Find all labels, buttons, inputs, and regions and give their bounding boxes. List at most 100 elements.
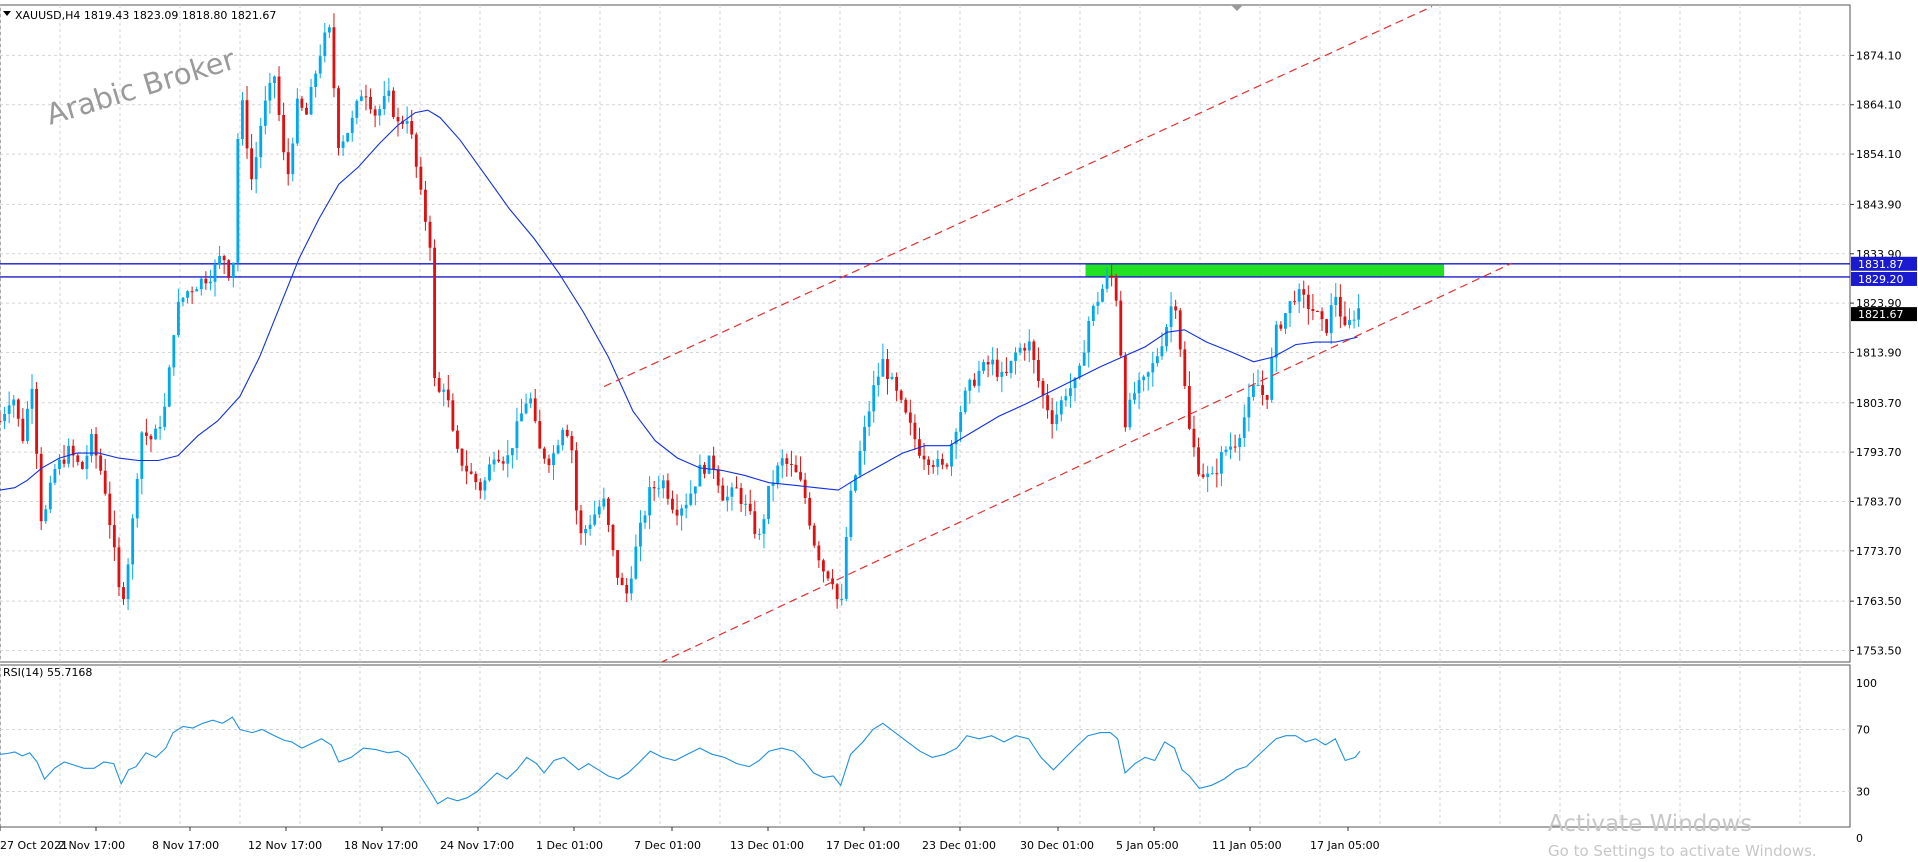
- candle-bear: [533, 398, 537, 422]
- candle-bear: [1311, 308, 1315, 311]
- candle-bull: [1288, 301, 1292, 314]
- candle-bear: [1343, 316, 1347, 326]
- time-tick-label: 8 Nov 17:00: [152, 839, 219, 852]
- candle-bull: [90, 434, 93, 456]
- candle-bull: [350, 117, 354, 134]
- candle-bear: [606, 498, 610, 525]
- candle-bear: [625, 584, 629, 594]
- candle-bull: [872, 385, 876, 412]
- candle-bear: [812, 525, 816, 546]
- chart-shift-marker[interactable]: [1231, 5, 1243, 11]
- candle-bull: [273, 76, 276, 83]
- main-grid: [0, 5, 1850, 662]
- time-tick-label: 11 Jan 05:00: [1212, 839, 1282, 852]
- candle-bear: [831, 578, 834, 585]
- candle-bear: [822, 560, 825, 572]
- candle-bear: [428, 221, 432, 248]
- candle-bear: [895, 376, 899, 391]
- candle-bear: [1023, 347, 1027, 351]
- candle-bear: [1123, 355, 1127, 428]
- candle-bear: [465, 465, 469, 472]
- candle-bear: [817, 545, 821, 561]
- candle-bear: [1110, 275, 1114, 278]
- candle-bull: [341, 141, 345, 148]
- symbol-dropdown-icon[interactable]: [3, 11, 11, 16]
- time-tick-label: 12 Nov 17:00: [248, 839, 322, 852]
- candle-bull: [131, 518, 135, 565]
- candle-bull: [1064, 396, 1068, 401]
- candle-bear: [282, 114, 286, 153]
- candle-bull: [936, 459, 940, 467]
- candle-bull: [1128, 399, 1132, 428]
- candle-bear: [574, 450, 578, 511]
- trend-channel[interactable]: [603, 6, 1513, 663]
- price-axis: 1874.101864.101854.101843.901833.901823.…: [1850, 49, 1902, 658]
- candle-bull: [657, 488, 661, 490]
- time-tick-label: 7 Dec 01:00: [634, 839, 701, 852]
- candle-bear: [99, 455, 103, 471]
- candle-bear: [1174, 306, 1178, 311]
- candle-bull: [1000, 371, 1004, 377]
- candle-bull: [488, 464, 491, 481]
- candle-bear: [71, 445, 75, 456]
- resistance-zone[interactable]: [1085, 263, 1445, 277]
- candle-bear: [1119, 300, 1123, 356]
- candle-bull: [968, 379, 972, 391]
- price-tick-label: 1823.90: [1856, 297, 1902, 310]
- candle-bull: [378, 109, 382, 116]
- price-tags: 1831.87 1829.20 1821.67: [1851, 256, 1917, 322]
- price-tick-label: 1864.10: [1856, 99, 1902, 112]
- candle-bull: [844, 536, 848, 599]
- candle-bull: [158, 426, 162, 429]
- level-tag-lower: 1829.20: [1858, 273, 1904, 286]
- candle-bear: [995, 359, 999, 377]
- candle-bull: [1027, 341, 1031, 351]
- candle-bear: [451, 400, 455, 431]
- candle-bull: [3, 413, 6, 422]
- time-tick-label: 24 Nov 17:00: [440, 839, 514, 852]
- candle-bull: [140, 432, 144, 479]
- candle-bear: [675, 509, 679, 516]
- candle-bear: [305, 107, 308, 115]
- level-tag-upper-bg: [1851, 256, 1917, 271]
- time-tick-label: 30 Dec 01:00: [1020, 839, 1094, 852]
- candle-bull: [730, 487, 734, 497]
- time-tick-label: 23 Dec 01:00: [922, 839, 996, 852]
- candle-bear: [739, 487, 743, 504]
- candle-bull: [48, 482, 52, 510]
- candle-bear: [735, 487, 738, 489]
- candle-bull: [1055, 414, 1059, 425]
- candle-bull: [492, 459, 496, 465]
- candle-bull: [954, 431, 958, 445]
- candle-bull: [382, 95, 386, 110]
- candle-bull: [1224, 449, 1228, 453]
- time-tick-label: 5 Jan 05:00: [1116, 839, 1179, 852]
- candle-bear: [474, 473, 478, 483]
- main-chart-frame: [0, 4, 1851, 663]
- candle-bull: [355, 100, 359, 118]
- candle-bear: [391, 90, 395, 118]
- candle-bull: [602, 498, 606, 507]
- candle-bull: [767, 485, 770, 520]
- candle-bear: [748, 503, 752, 512]
- time-tick-label: 17 Jan 05:00: [1310, 839, 1380, 852]
- candle-bull: [991, 359, 995, 365]
- candle-bear: [1302, 289, 1306, 295]
- price-tick-label: 1753.50: [1856, 645, 1902, 658]
- candle-bear: [904, 399, 908, 413]
- candle-bull: [231, 262, 235, 278]
- candle-bear: [149, 435, 153, 440]
- candle-bear: [1192, 428, 1196, 448]
- moving-average-line: [0, 109, 1358, 491]
- candle-bear: [103, 470, 107, 494]
- candle-bear: [369, 96, 372, 110]
- candle-bull: [1357, 308, 1361, 320]
- candle-bull: [263, 100, 267, 126]
- candle-bear: [16, 399, 20, 419]
- candle-bull: [346, 133, 350, 142]
- candle-bear: [1279, 324, 1283, 329]
- candle-bear: [1261, 385, 1264, 395]
- candle-bear: [620, 577, 624, 585]
- price-tick-label: 1773.70: [1856, 545, 1902, 558]
